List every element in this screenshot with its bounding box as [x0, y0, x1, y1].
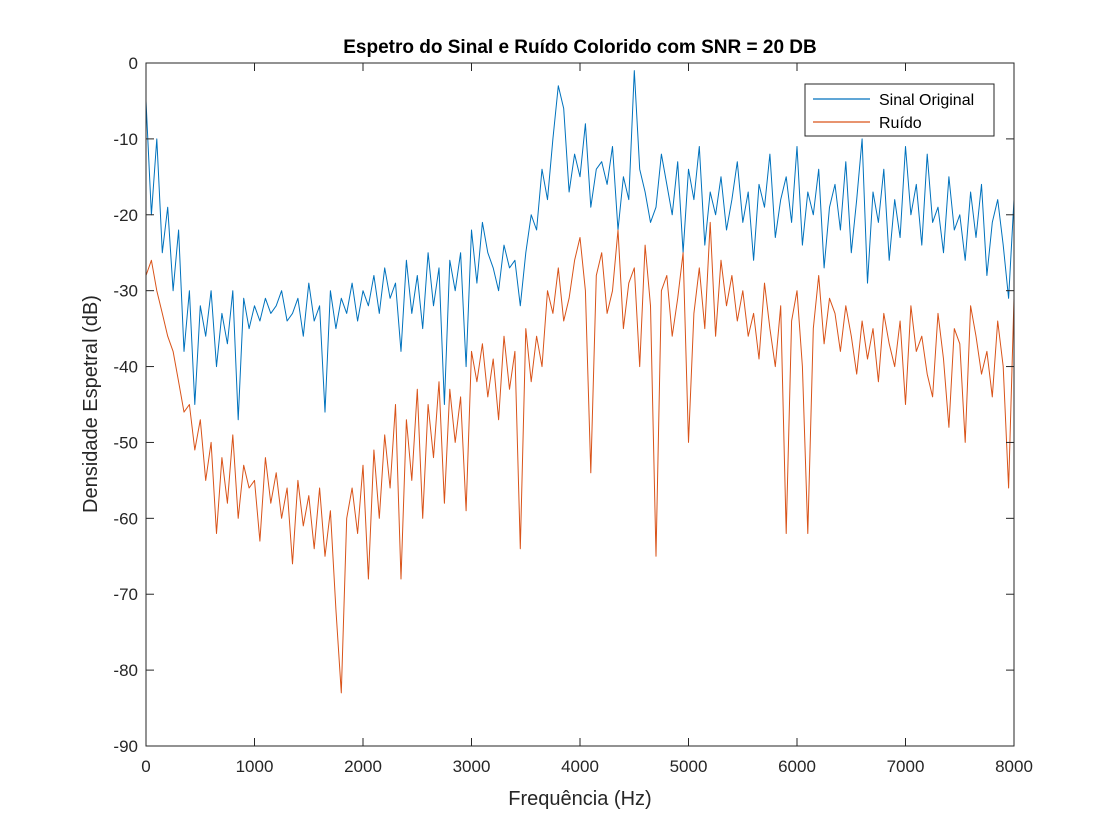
series-layer [145, 70, 1015, 694]
x-tick-label: 7000 [887, 757, 925, 776]
x-axis-label: Frequência (Hz) [508, 788, 651, 810]
y-tick-label: 0 [129, 54, 138, 73]
series-line-sinal-original [145, 70, 1015, 421]
y-tick-label: -70 [113, 585, 138, 604]
y-tick-label: -60 [113, 509, 138, 528]
series-line-ruido [145, 221, 1015, 694]
axes-box [145, 62, 1015, 747]
plot-area [146, 63, 1014, 746]
y-tick-label: -30 [113, 282, 138, 301]
x-tick-label: 2000 [344, 757, 382, 776]
chart-title: Espetro do Sinal e Ruído Colorido com SN… [343, 37, 816, 58]
y-tick-label: -10 [113, 130, 138, 149]
legend-label-ruido: Ruído [879, 115, 922, 132]
y-axis-label: Densidade Espetral (dB) [80, 295, 102, 513]
x-tick-label: 3000 [453, 757, 491, 776]
y-tick-label: -90 [113, 737, 138, 756]
y-tick-label: -40 [113, 358, 138, 377]
x-tick-label: 8000 [995, 757, 1033, 776]
ticks-layer: 0 1000 2000 3000 4000 5000 6000 7000 8000 0 -10 -20… [113, 54, 1032, 776]
x-tick-label: 5000 [670, 757, 708, 776]
y-tick-label: -80 [113, 661, 138, 680]
x-tick-label: 0 [141, 757, 150, 776]
x-tick-label: 6000 [778, 757, 816, 776]
y-tick-label: -50 [113, 433, 138, 452]
y-tick-label: -20 [113, 206, 138, 225]
legend-box [804, 83, 995, 137]
x-tick-label: 4000 [561, 757, 599, 776]
legend-label-sinal-original: Sinal Original [879, 92, 974, 109]
legend: Sinal Original Ruído [804, 83, 995, 137]
x-tick-label: 1000 [236, 757, 274, 776]
